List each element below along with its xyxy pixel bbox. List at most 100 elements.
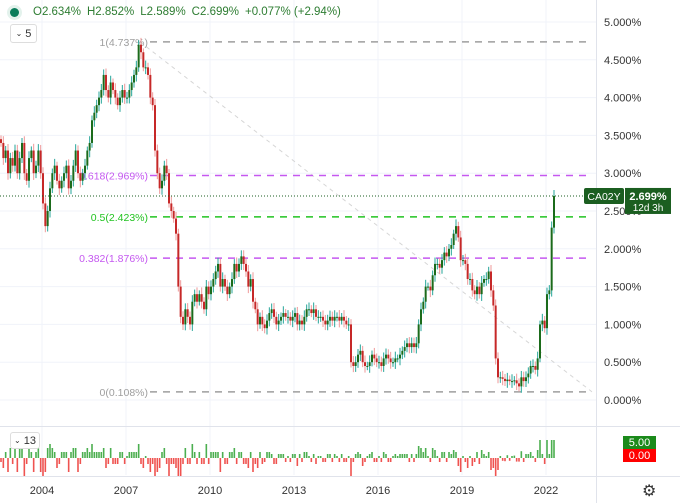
candle-body bbox=[396, 358, 399, 360]
candle-body bbox=[72, 165, 75, 181]
volume-bar bbox=[18, 448, 21, 458]
volume-bar bbox=[268, 452, 271, 458]
volume-bar bbox=[487, 452, 490, 458]
candle-body bbox=[16, 150, 19, 174]
interval-toggle-button[interactable]: ⌄ 5 bbox=[10, 24, 37, 43]
candle-body bbox=[352, 362, 355, 366]
candle-body bbox=[156, 150, 159, 174]
candle-body bbox=[58, 180, 61, 189]
candle-body bbox=[238, 263, 240, 272]
candle-body bbox=[98, 97, 100, 106]
candle-body bbox=[347, 324, 350, 326]
candle-body bbox=[303, 316, 306, 325]
volume-bar bbox=[212, 452, 215, 458]
volume-bar bbox=[490, 458, 492, 470]
candle-body bbox=[93, 112, 96, 121]
candle-body bbox=[67, 165, 70, 189]
volume-bar bbox=[102, 448, 105, 458]
volume-bar bbox=[275, 458, 278, 464]
volume-bar bbox=[53, 452, 56, 458]
candle-body bbox=[100, 90, 103, 98]
candle-body bbox=[7, 150, 9, 174]
volume-bar bbox=[107, 458, 110, 464]
volume-bar bbox=[282, 454, 285, 458]
volume-bar bbox=[49, 444, 51, 458]
volume-bar bbox=[492, 458, 495, 468]
volume-bar bbox=[380, 458, 383, 462]
candle-body bbox=[312, 309, 315, 314]
candle-body bbox=[401, 350, 404, 355]
volume-bar bbox=[46, 448, 49, 458]
candle-body bbox=[175, 218, 177, 234]
candle-body bbox=[140, 44, 142, 53]
volume-bar bbox=[77, 458, 79, 472]
volume-bar bbox=[266, 452, 268, 458]
volume-bar bbox=[158, 458, 161, 468]
volume-bar bbox=[198, 452, 201, 458]
volume-bar bbox=[168, 458, 170, 476]
candle-body bbox=[135, 67, 138, 75]
candle-body bbox=[280, 316, 282, 321]
volume-bar bbox=[506, 455, 509, 458]
volume-bar bbox=[534, 458, 537, 462]
volume-bar bbox=[373, 458, 376, 462]
volume-bar bbox=[226, 458, 229, 464]
candle-body bbox=[189, 316, 191, 325]
volume-bar bbox=[448, 452, 450, 458]
volume-bar bbox=[21, 448, 23, 458]
candle-body bbox=[177, 233, 180, 287]
volume-bar bbox=[539, 440, 541, 458]
fib-level-label: 0.618(2.969%) bbox=[79, 171, 148, 183]
candle-body bbox=[443, 252, 446, 261]
volume-bar bbox=[485, 456, 488, 458]
candle-body bbox=[63, 173, 65, 181]
volume-bar bbox=[259, 452, 261, 458]
candle-body bbox=[128, 90, 131, 98]
volume-bar bbox=[109, 448, 112, 458]
volume-bar bbox=[235, 458, 238, 464]
candle-body bbox=[144, 67, 147, 69]
volume-bar bbox=[408, 458, 411, 462]
candle-body bbox=[4, 150, 7, 159]
candle-body bbox=[289, 316, 292, 321]
candle-body bbox=[221, 279, 224, 287]
volume-bar bbox=[366, 456, 369, 458]
volume-bar bbox=[79, 458, 82, 464]
time-tick-label: 2013 bbox=[282, 485, 306, 497]
candle-body bbox=[119, 97, 121, 106]
candle-body bbox=[471, 279, 474, 291]
candle-body bbox=[317, 316, 320, 318]
volume-bar bbox=[172, 458, 175, 464]
price-tick-label: 5.000% bbox=[604, 17, 642, 29]
candle-body bbox=[133, 74, 135, 83]
candle-body bbox=[56, 165, 58, 181]
gear-icon[interactable]: ⚙ bbox=[642, 483, 657, 500]
volume-bar bbox=[436, 456, 439, 458]
volume-bar bbox=[550, 440, 553, 458]
volume-bar bbox=[368, 454, 371, 458]
volume-toggle-button[interactable]: ⌄ 13 bbox=[10, 432, 40, 449]
candle-body bbox=[529, 365, 532, 374]
volume-bar bbox=[420, 448, 422, 458]
candle-body bbox=[161, 180, 163, 189]
candle-body bbox=[210, 286, 212, 295]
volume-bar bbox=[462, 456, 464, 458]
volume-bar bbox=[165, 458, 168, 464]
volume-bar bbox=[200, 458, 203, 464]
candle-body bbox=[212, 279, 215, 287]
candle-body bbox=[473, 290, 476, 295]
countdown-label: 12d 3h bbox=[633, 203, 664, 214]
candle-body bbox=[380, 362, 383, 366]
candle-body bbox=[261, 316, 264, 325]
volume-bar bbox=[25, 458, 28, 464]
candle-body bbox=[21, 142, 23, 159]
candle-body bbox=[422, 301, 425, 310]
volume-bar bbox=[347, 456, 350, 458]
volume-bar bbox=[329, 454, 331, 458]
volume-interval-label: 13 bbox=[23, 434, 36, 447]
candle-body bbox=[455, 226, 457, 234]
last-price-label: 2.699% bbox=[629, 191, 667, 203]
volume-bar bbox=[142, 458, 145, 468]
volume-bar bbox=[51, 448, 54, 458]
